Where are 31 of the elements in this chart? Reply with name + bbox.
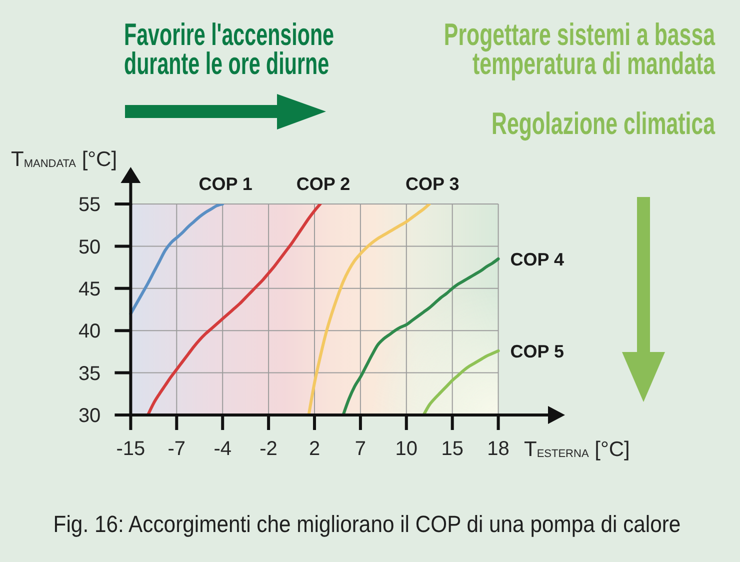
line-series <box>129 204 224 316</box>
y-tick-label: 45 <box>78 278 101 300</box>
text: Progettare sistemi a bassa temperatura di mandata <box>442 16 715 81</box>
x-tick-label: -15 <box>116 438 146 460</box>
x-tick-label: -4 <box>214 438 232 460</box>
caption: Fig. 16: Accorgimenti che migliorano il COP di una pompa di calore <box>52 511 682 537</box>
series-label: COP 4 <box>510 249 564 270</box>
line-series <box>342 257 500 415</box>
y-tick-label: 55 <box>78 194 101 216</box>
line-series <box>307 204 431 415</box>
y-tick-label: 35 <box>78 362 101 385</box>
x-tick-label: 10 <box>395 438 418 460</box>
series-label: COP 5 <box>510 341 564 362</box>
y-tick-label: 30 <box>78 405 101 428</box>
series-label: COP 1 <box>198 174 252 194</box>
x-tick-label: 18 <box>487 438 510 460</box>
text: Favorire l'accensione durante le ore diurne <box>124 16 336 81</box>
x-tick-label: -7 <box>168 438 186 460</box>
series-label: COP 3 <box>406 174 460 194</box>
text: Regolazione climatica <box>490 106 715 141</box>
line-series <box>422 349 500 415</box>
y-axis-title: T$_{MANDATA}$ [°C] <box>11 148 118 171</box>
x-axis-title: T$_{ESTERNA}$ [°C] <box>524 438 630 461</box>
line-series <box>146 204 322 415</box>
y-tick-label: 40 <box>78 320 101 343</box>
x-tick-label: 7 <box>354 438 366 460</box>
y-tick-label: 50 <box>78 236 101 258</box>
x-tick-label: -2 <box>260 438 278 460</box>
x-tick-label: 15 <box>441 438 464 460</box>
series-label: COP 2 <box>296 174 350 194</box>
x-tick-label: 2 <box>308 438 320 460</box>
